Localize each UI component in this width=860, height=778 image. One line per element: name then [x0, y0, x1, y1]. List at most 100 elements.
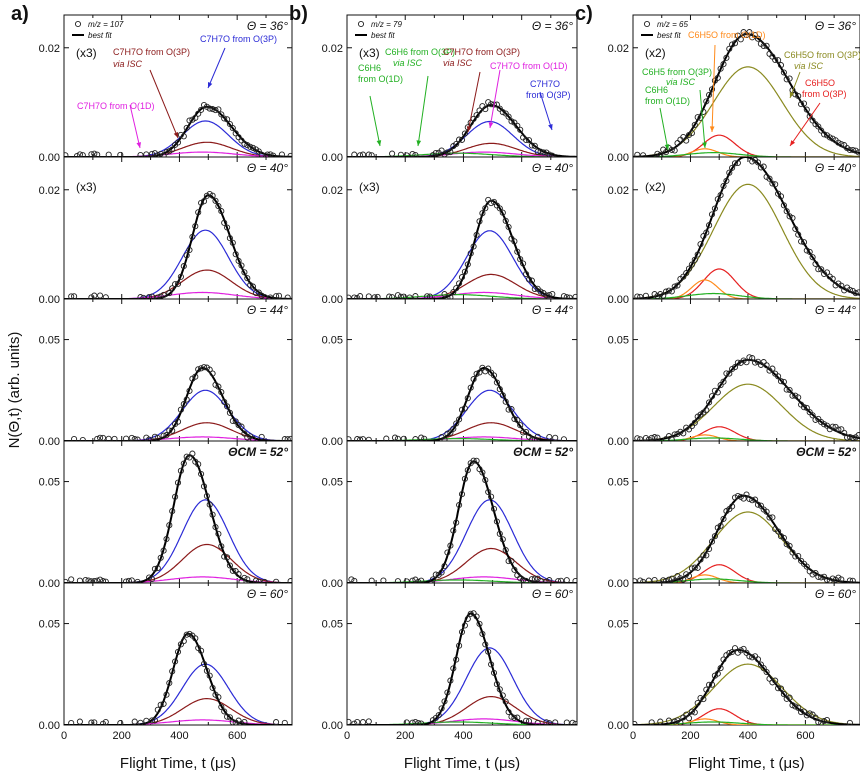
data-point: [855, 432, 860, 439]
data-point: [697, 114, 704, 121]
data-point: [809, 571, 816, 578]
data-point: [166, 679, 173, 687]
legend-points-label: m/z = 79: [371, 20, 402, 29]
y-tick-label: 0.05: [39, 335, 60, 347]
data-point: [221, 398, 228, 405]
y-tick-label: 0.05: [322, 619, 343, 631]
data-point: [645, 577, 652, 583]
data-point: [195, 366, 202, 373]
annotation-label: C7H7O from O(3P): [443, 47, 520, 57]
data-point: [795, 231, 802, 238]
angle-label: ΘCM = 52°: [513, 445, 573, 459]
data-point: [215, 694, 222, 701]
data-point: [502, 546, 509, 554]
data-point: [160, 700, 167, 707]
data-point: [717, 522, 724, 529]
y-tick-label: 0.05: [322, 477, 343, 489]
component-curve-blue: [347, 230, 577, 299]
x-tick-label: 0: [630, 730, 636, 742]
subplot-frame: [346, 440, 578, 584]
data-point: [453, 285, 460, 292]
data-point: [809, 412, 816, 419]
component-curve-magenta: [347, 436, 577, 441]
data-point: [786, 386, 793, 394]
annotation-arrowhead: [664, 144, 670, 150]
multiplier-label: (x2): [645, 46, 666, 60]
annotation-label: via ISC: [113, 59, 143, 69]
data-point: [244, 434, 251, 441]
data-point: [485, 365, 492, 372]
data-point: [85, 577, 92, 583]
data-point: [394, 578, 401, 583]
data-point: [447, 294, 454, 299]
data-point: [726, 169, 733, 176]
annotation-arrow: [711, 44, 716, 133]
data-point: [540, 149, 547, 156]
data-point: [846, 719, 853, 725]
data-point: [102, 294, 109, 299]
data-point: [803, 404, 810, 411]
multiplier-label: (x3): [76, 46, 97, 60]
data-point: [351, 151, 358, 157]
data-point: [157, 554, 164, 561]
best-fit-curve: [64, 194, 292, 299]
legend-point-marker: [357, 20, 365, 28]
data-point: [238, 423, 245, 430]
data-point: [720, 515, 727, 522]
data-point: [792, 703, 799, 710]
data-point: [189, 233, 196, 240]
data-point: [473, 370, 480, 377]
data-point: [415, 719, 422, 725]
data-point: [482, 106, 489, 113]
y-tick-label: 0.00: [608, 578, 629, 590]
data-point: [490, 505, 498, 512]
data-point: [838, 141, 845, 148]
data-point: [665, 717, 672, 724]
data-point: [183, 252, 190, 259]
subplot-curves: [347, 99, 577, 157]
subplot: 0.00 0.05 Θ = 60°: [608, 582, 860, 732]
data-point: [347, 294, 352, 299]
data-point: [508, 713, 515, 720]
best-fit-curve: [347, 612, 577, 725]
annotation-arrowhead: [709, 126, 715, 132]
data-point: [102, 578, 109, 583]
data-point: [209, 370, 216, 377]
data-point: [453, 519, 460, 526]
data-point: [183, 124, 190, 131]
data-point: [520, 429, 527, 436]
data-point: [186, 117, 193, 124]
data-point: [447, 677, 454, 684]
data-point: [706, 681, 713, 688]
data-point: [685, 715, 693, 722]
data-point: [397, 293, 404, 299]
data-point: [64, 152, 69, 157]
data-point: [195, 110, 202, 117]
component-curve-magenta: [64, 151, 292, 157]
data-point: [546, 151, 553, 157]
annotation-label: C7H7O from O(3P): [200, 34, 277, 44]
data-point: [798, 101, 805, 108]
data-point: [192, 114, 199, 121]
data-point: [809, 254, 816, 261]
data-point: [763, 668, 770, 676]
data-point: [786, 694, 793, 701]
data-point: [525, 137, 533, 144]
data-point: [354, 436, 361, 441]
data-point: [470, 610, 477, 617]
multiplier-label: (x3): [76, 180, 97, 194]
angle-label: Θ = 40°: [532, 161, 573, 175]
data-point: [456, 280, 463, 287]
legend-point-marker: [643, 20, 651, 28]
data-point: [780, 69, 787, 76]
data-point: [464, 615, 471, 622]
data-point: [514, 714, 521, 721]
panel-1: b) 0 200 400 600 Flight Time, t (μs) 0.00 0.02 Θ…: [289, 3, 578, 772]
subplot-frame: [63, 582, 293, 726]
best-fit-curve: [633, 648, 860, 725]
annotation-label: via ISC: [666, 77, 696, 87]
data-point: [421, 435, 428, 441]
data-point: [633, 720, 638, 725]
data-point: [815, 719, 822, 725]
data-point: [668, 436, 675, 441]
